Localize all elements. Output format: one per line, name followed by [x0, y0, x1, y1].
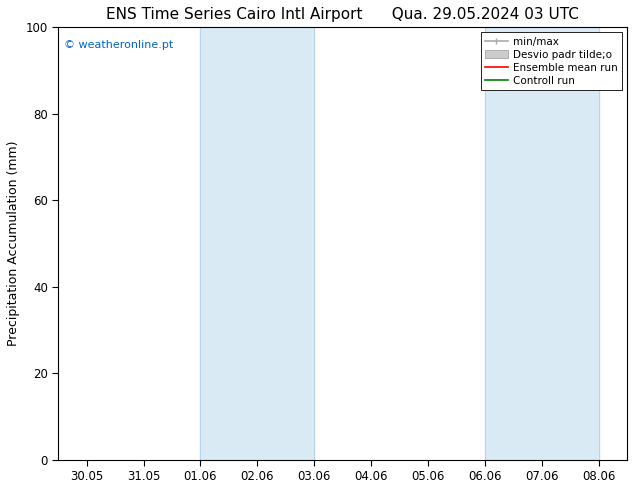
Text: © weatheronline.pt: © weatheronline.pt	[64, 40, 173, 50]
Legend: min/max, Desvio padr tilde;o, Ensemble mean run, Controll run: min/max, Desvio padr tilde;o, Ensemble m…	[481, 32, 622, 90]
Title: ENS Time Series Cairo Intl Airport      Qua. 29.05.2024 03 UTC: ENS Time Series Cairo Intl Airport Qua. …	[106, 7, 579, 22]
Bar	[200, 27, 314, 460]
Bar	[485, 27, 598, 460]
Y-axis label: Precipitation Accumulation (mm): Precipitation Accumulation (mm)	[7, 141, 20, 346]
